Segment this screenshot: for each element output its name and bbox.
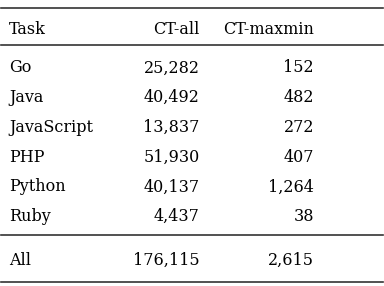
Text: 2,615: 2,615	[268, 252, 314, 269]
Text: 40,137: 40,137	[144, 178, 200, 195]
Text: 13,837: 13,837	[143, 119, 200, 136]
Text: 40,492: 40,492	[144, 89, 200, 106]
Text: Ruby: Ruby	[9, 208, 51, 225]
Text: 4,437: 4,437	[154, 208, 200, 225]
Text: 272: 272	[283, 119, 314, 136]
Text: Java: Java	[9, 89, 43, 106]
Text: Go: Go	[9, 59, 31, 76]
Text: Task: Task	[9, 21, 46, 38]
Text: CT-maxmin: CT-maxmin	[223, 21, 314, 38]
Text: Python: Python	[9, 178, 66, 195]
Text: 1,264: 1,264	[268, 178, 314, 195]
Text: 51,930: 51,930	[143, 149, 200, 166]
Text: 38: 38	[293, 208, 314, 225]
Text: 25,282: 25,282	[144, 59, 200, 76]
Text: JavaScript: JavaScript	[9, 119, 93, 136]
Text: 482: 482	[283, 89, 314, 106]
Text: CT-all: CT-all	[153, 21, 200, 38]
Text: 176,115: 176,115	[133, 252, 200, 269]
Text: 152: 152	[283, 59, 314, 76]
Text: 407: 407	[283, 149, 314, 166]
Text: PHP: PHP	[9, 149, 45, 166]
Text: All: All	[9, 252, 31, 269]
